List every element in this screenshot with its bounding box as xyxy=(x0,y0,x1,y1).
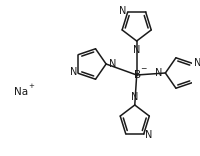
Text: +: + xyxy=(28,83,34,89)
Text: N: N xyxy=(119,6,126,16)
Text: N: N xyxy=(130,92,138,102)
Text: N: N xyxy=(154,68,162,78)
Text: Na: Na xyxy=(14,87,28,97)
Text: N: N xyxy=(144,130,151,140)
Text: N: N xyxy=(70,67,77,77)
Text: N: N xyxy=(132,45,140,55)
Text: N: N xyxy=(108,59,116,69)
Text: B: B xyxy=(133,70,140,80)
Text: N: N xyxy=(193,58,200,68)
Text: −: − xyxy=(139,64,146,73)
